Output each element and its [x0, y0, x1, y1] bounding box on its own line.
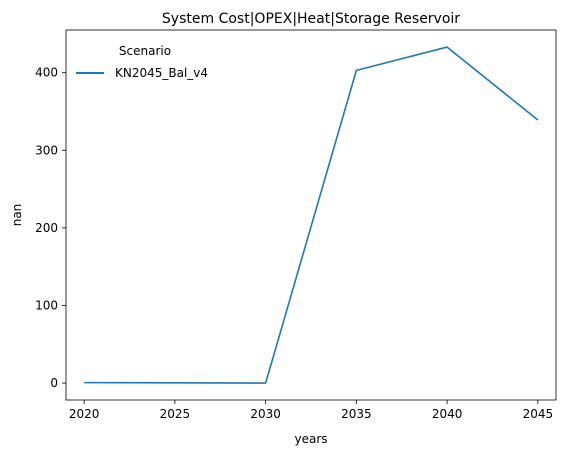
x-tick-label: 2035: [341, 407, 372, 421]
x-tick-label: 2020: [69, 407, 100, 421]
y-tick-label: 100: [35, 298, 58, 312]
y-tick-label: 400: [35, 66, 58, 80]
plot-area: [65, 29, 557, 401]
y-tick-label: 0: [50, 376, 58, 390]
chart-title: System Cost|OPEX|Heat|Storage Reservoir: [162, 11, 460, 27]
y-axis: 0 100 200 300 400: [35, 66, 66, 390]
axes-frame: [65, 29, 557, 401]
x-axis-label: years: [294, 432, 327, 446]
x-axis: 2020 2025 2030 2035 2040 2045: [69, 400, 553, 421]
x-tick-label: 2045: [523, 407, 554, 421]
y-tick-label: 300: [35, 143, 58, 157]
series-line-0: [84, 46, 539, 384]
x-tick-label: 2030: [250, 407, 281, 421]
y-tick-label: 200: [35, 221, 58, 235]
legend-entry-label: KN2045_Bal_v4: [115, 66, 208, 80]
series-layer: [84, 46, 539, 384]
legend-title: Scenario: [119, 44, 171, 58]
legend: Scenario KN2045_Bal_v4: [76, 44, 208, 80]
x-tick-label: 2025: [160, 407, 191, 421]
y-axis-label: nan: [10, 204, 24, 227]
x-tick-label: 2040: [432, 407, 463, 421]
